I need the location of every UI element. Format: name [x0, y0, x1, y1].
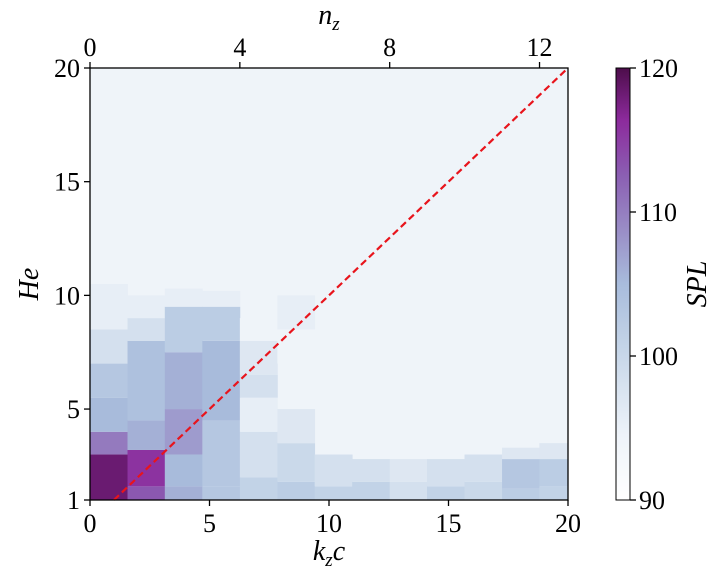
heatmap-cell [164, 306, 203, 353]
heatmap-cell [164, 454, 203, 487]
x-tick-label: 0 [84, 509, 97, 538]
x-tick-label: 5 [203, 509, 216, 538]
heatmap-cell [352, 481, 391, 500]
y-tick-label: 5 [67, 395, 80, 424]
heatmap-cell [164, 486, 203, 500]
colorbar-tick-label: 100 [639, 342, 678, 371]
top-tick-label: 4 [233, 33, 246, 62]
heatmap-cell [127, 318, 166, 341]
heatmap-cell [502, 488, 540, 500]
heatmap-cell [90, 454, 128, 500]
heatmap-cell [314, 454, 353, 487]
heatmap-cell [277, 329, 316, 364]
x-tick-label: 20 [555, 509, 581, 538]
y-tick-label: 20 [54, 54, 80, 83]
y-tick-label: 10 [54, 281, 80, 310]
heatmap-cell [352, 459, 391, 482]
heatmap-cell [277, 443, 316, 482]
heatmap-cell [127, 295, 166, 319]
heatmap-cell [239, 431, 278, 478]
heatmap-cell [539, 486, 568, 500]
heatmap-cell [239, 318, 278, 341]
top-axis-label: nz [318, 0, 340, 35]
top-axis: 0 4 8 12 [84, 33, 553, 68]
heatmap-cell [202, 290, 241, 307]
heatmap-cell [127, 420, 166, 450]
heatmap-cell [277, 409, 316, 444]
bottom-axis: 0 5 10 15 20 [84, 500, 581, 538]
x-tick-label: 10 [316, 509, 342, 538]
heatmap-cell [239, 477, 278, 500]
heatmap-cell [90, 329, 128, 364]
reference-line [113, 67, 569, 501]
colorbar-label: SPL [682, 261, 713, 308]
top-tick-label: 12 [527, 33, 553, 62]
heatmap-cell [277, 481, 316, 500]
top-tick-label: 0 [84, 33, 97, 62]
heatmap-cell [389, 481, 428, 500]
heatmap-cell [314, 486, 353, 500]
y-tick-label: 15 [54, 168, 80, 197]
heatmap-cell [539, 443, 568, 460]
top-tick-label: 8 [383, 33, 396, 62]
heatmap-cell [202, 420, 241, 487]
heatmap-cell [202, 486, 241, 500]
heatmap-cell [389, 459, 428, 482]
heatmap-cell [164, 288, 203, 307]
heatmap-cell [202, 306, 241, 341]
y-tick-label: 1 [67, 486, 80, 515]
heatmap-cell [90, 431, 128, 455]
y-axis-label: He [14, 268, 45, 302]
x-axis-label: kzc [313, 536, 346, 571]
heatmap-cell [539, 459, 568, 487]
heatmap-cell [239, 340, 278, 375]
colorbar [615, 67, 631, 501]
heatmap-cell [164, 409, 203, 455]
heatmap-cell [164, 352, 203, 410]
colorbar-tick-label: 90 [639, 486, 665, 515]
x-tick-label: 15 [436, 509, 462, 538]
colorbar-axis: 90 100 110 120 [630, 54, 678, 515]
heatmap-cell [426, 486, 465, 500]
heatmap-cell [90, 397, 128, 432]
heatmap-cell [239, 374, 278, 398]
heatmap-cell [127, 340, 166, 421]
heatmap-cell [90, 363, 128, 398]
colorbar-tick-label: 120 [639, 54, 678, 83]
heatmap-cell [127, 486, 166, 500]
heatmap-cell [277, 295, 316, 330]
heatmap-cell [502, 459, 540, 489]
heatmap-cell [239, 397, 278, 432]
heatmap-cell [464, 454, 503, 482]
heatmap-cells [90, 68, 568, 500]
colorbar-tick-label: 110 [639, 198, 677, 227]
heatmap-cell [426, 459, 465, 487]
heatmap-cell [502, 447, 540, 460]
heatmap-cell [464, 481, 503, 500]
heatmap-cell [202, 340, 241, 421]
heatmap-cell [90, 284, 128, 330]
